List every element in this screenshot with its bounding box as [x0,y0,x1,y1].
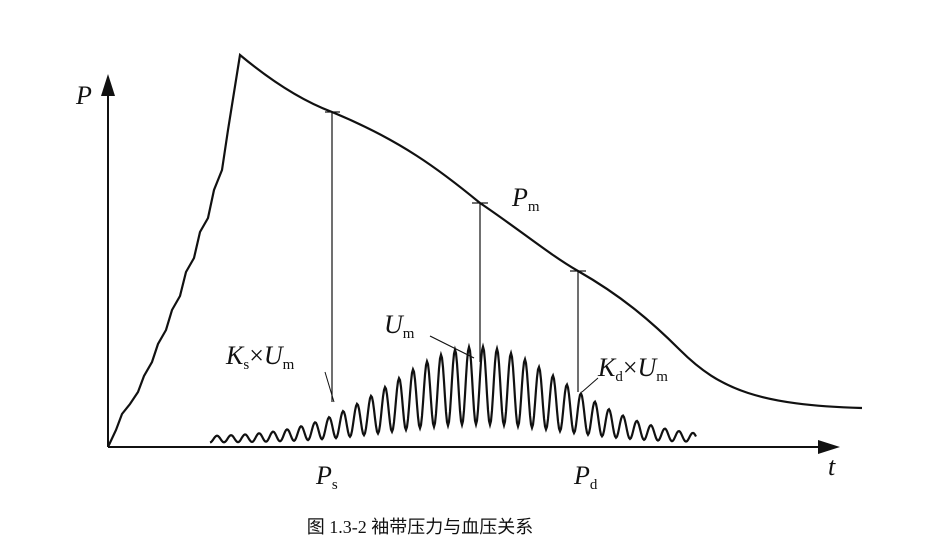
label-pd: Pd [573,461,598,493]
caption: 图 1.3-2 袖带压力与血压关系 [307,517,534,537]
cuff-pressure-curve [107,52,863,448]
label-ps: Ps [315,461,338,493]
leader-um [429,335,475,359]
x-axis-label: t [828,452,836,481]
label-um: Um [384,310,415,342]
y-axis-label: P [75,81,92,110]
label-ks-um: Ks×Um [225,341,295,373]
oscillation-wave [209,342,697,444]
leader-ks [324,371,335,403]
label-kd-um: Kd×Um [597,353,668,385]
y-arrow [101,74,115,96]
x-arrow [818,440,840,454]
label-pm: Pm [511,183,540,215]
leader-kd [581,377,599,393]
